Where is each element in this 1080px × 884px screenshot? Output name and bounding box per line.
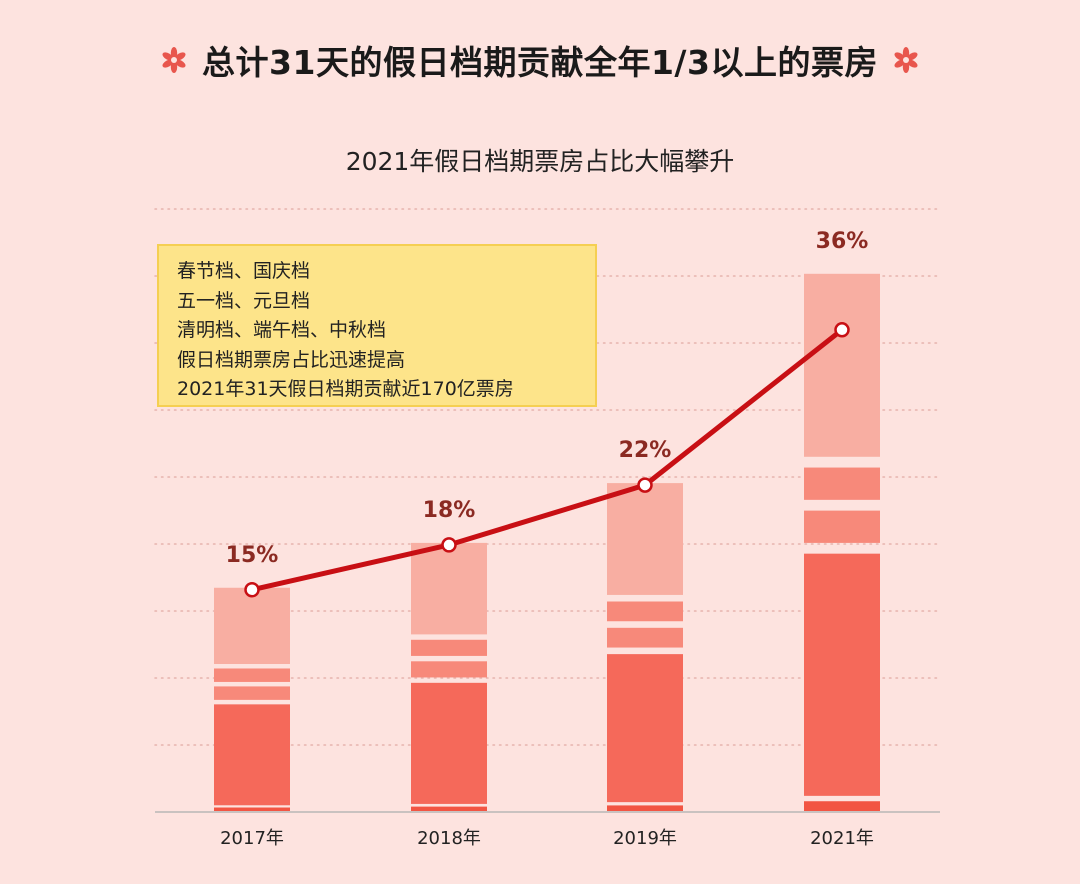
- bar-segment: [607, 627, 683, 648]
- x-tick-label: 2019年: [613, 828, 677, 849]
- x-tick-label: 2018年: [417, 828, 481, 849]
- bar-segment: [214, 686, 290, 700]
- trend-point: [834, 322, 850, 338]
- trend-point: [441, 537, 457, 553]
- value-label: 18%: [423, 498, 476, 523]
- x-tick-label: 2017年: [220, 828, 284, 849]
- trend-point: [244, 582, 260, 598]
- trend-line: [249, 327, 845, 593]
- bar-segment: [804, 467, 880, 500]
- bar-segment: [411, 661, 487, 678]
- asterisk-flower-icon: [894, 47, 918, 73]
- bar-segment: [214, 668, 290, 682]
- bar-segment: [804, 273, 880, 457]
- bar-segment: [804, 553, 880, 796]
- bar-segment: [411, 542, 487, 635]
- bar-segment: [804, 510, 880, 543]
- annotation-box: 春节档、国庆档 五一档、元旦档 清明档、端午档、中秋档 假日档期票房占比迅速提高…: [157, 244, 597, 407]
- bar-segment: [607, 601, 683, 622]
- bar-segment: [411, 682, 487, 804]
- main-title: 总计31天的假日档期贡献全年1/3以上的票房: [202, 43, 878, 82]
- annotation-line: 假日档期票房占比迅速提高: [177, 348, 406, 371]
- chart-title: 2021年假日档期票房占比大幅攀升: [345, 147, 735, 176]
- value-label: 22%: [619, 438, 672, 463]
- asterisk-flower-icon: [162, 47, 186, 73]
- bar-segment: [607, 654, 683, 803]
- annotation-line: 2021年31天假日档期贡献近170亿票房: [177, 378, 514, 400]
- bar-segment: [804, 801, 880, 812]
- bar-segment: [411, 806, 487, 812]
- trend-point: [637, 477, 653, 493]
- value-label: 15%: [226, 543, 279, 568]
- value-label: 36%: [816, 229, 869, 254]
- annotation-line: 清明档、端午档、中秋档: [177, 319, 387, 341]
- bar-segment: [214, 587, 290, 664]
- x-tick-label: 2021年: [810, 828, 874, 849]
- bar-segment: [607, 483, 683, 595]
- bar-segment: [214, 807, 290, 812]
- bar-segment: [411, 639, 487, 656]
- header: 总计31天的假日档期贡献全年1/3以上的票房: [0, 28, 1080, 92]
- annotation-line: 春节档、国庆档: [177, 260, 311, 282]
- bar-segment: [607, 805, 683, 812]
- bar-segment: [214, 704, 290, 806]
- annotation-line: 五一档、元旦档: [177, 289, 311, 312]
